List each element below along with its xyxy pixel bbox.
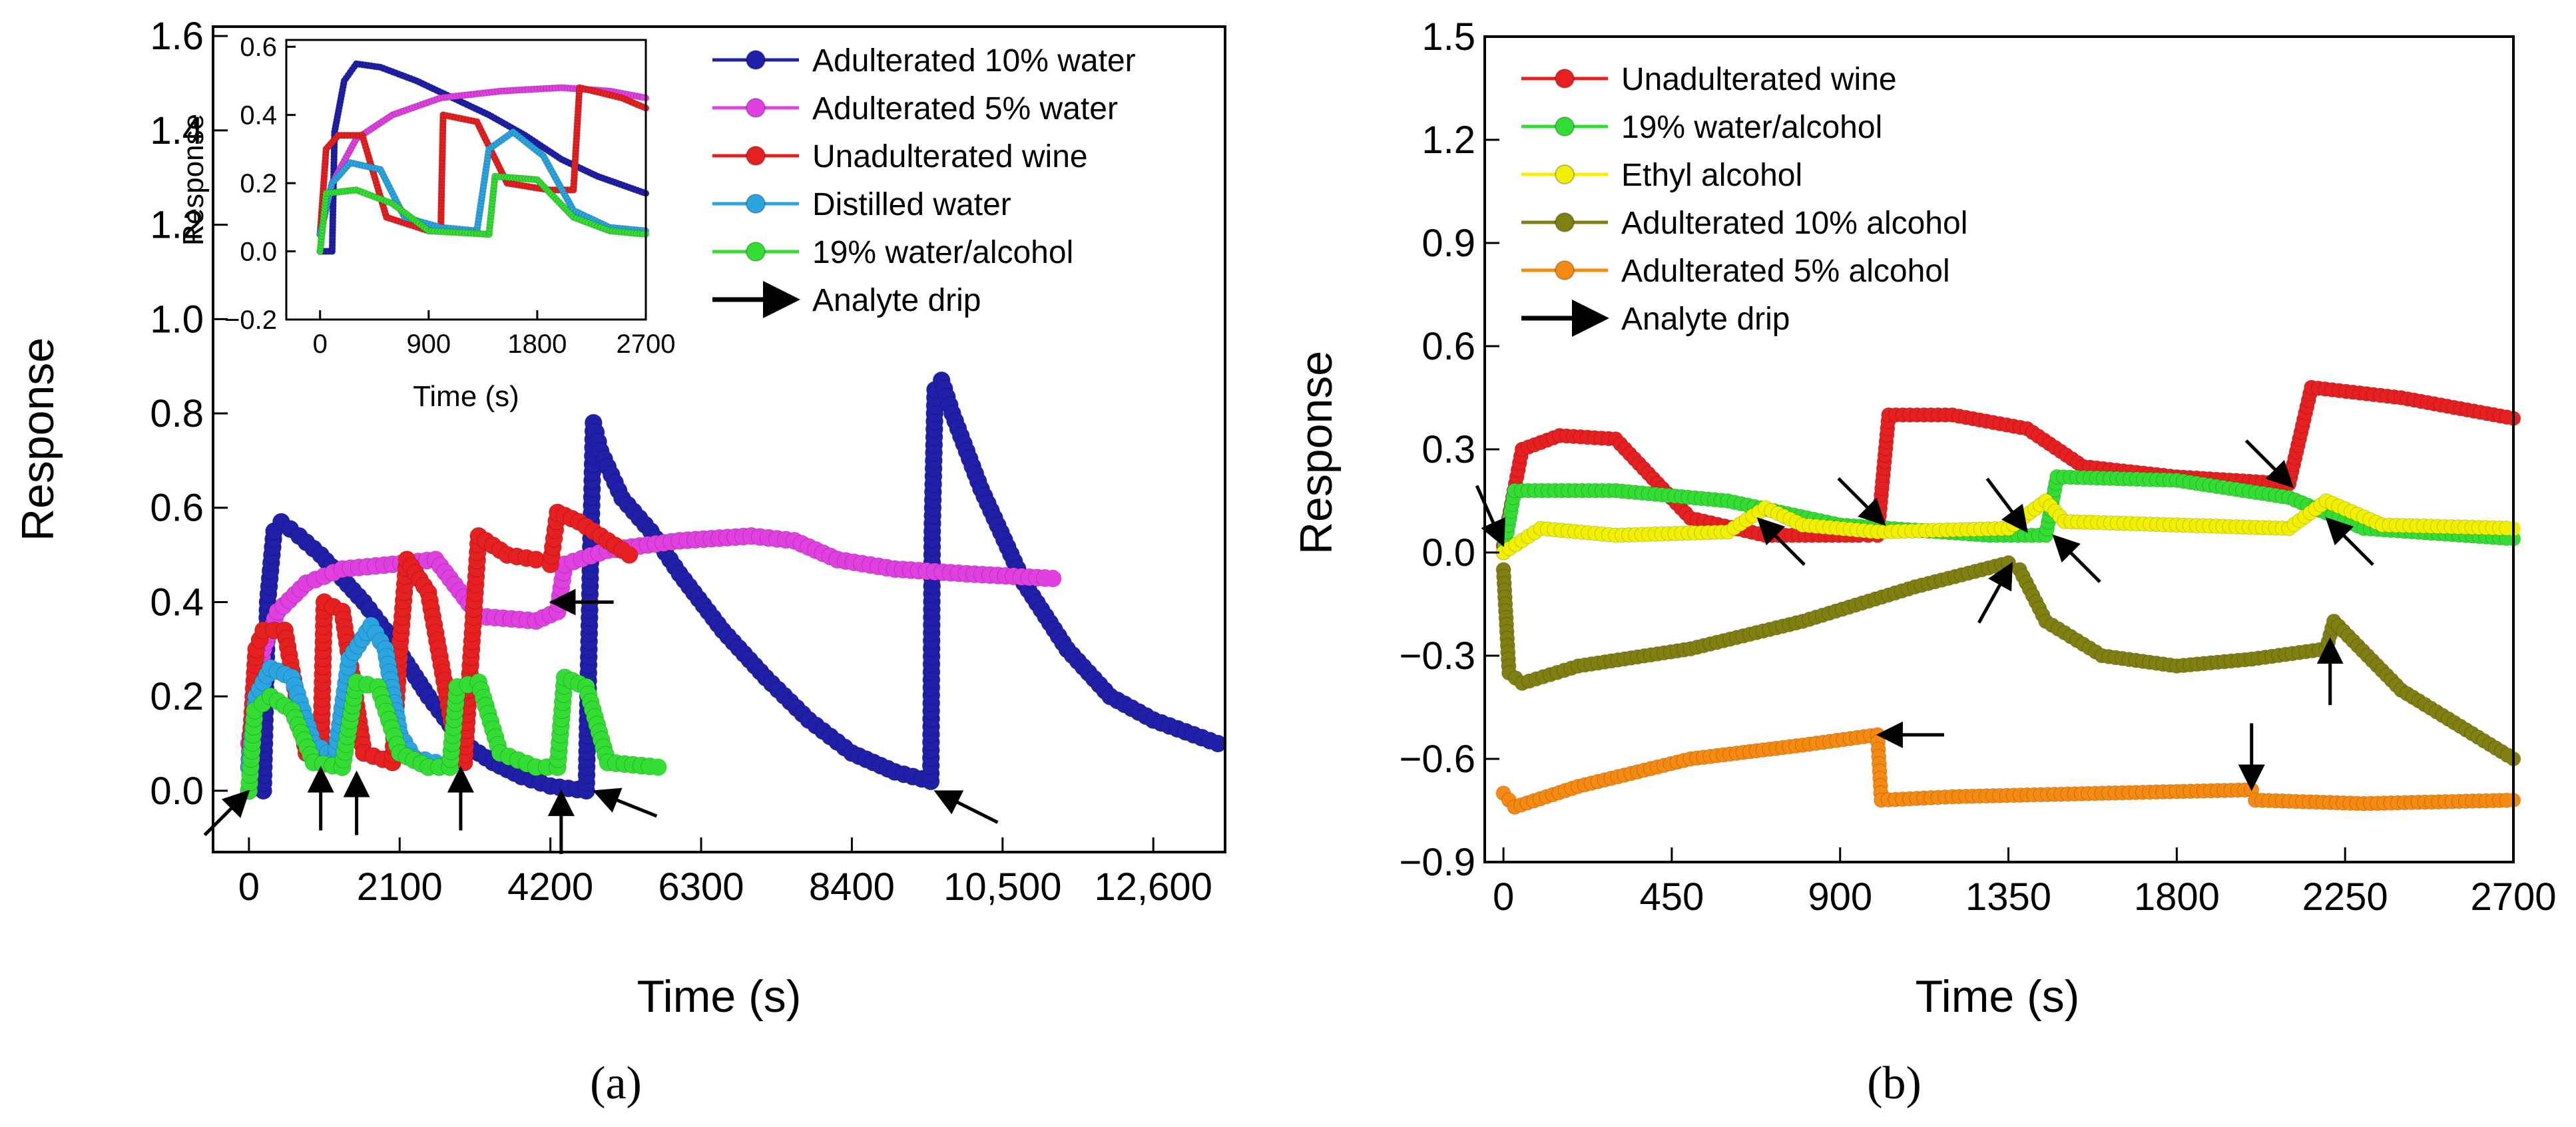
inset-y-tick-label: 0.0 <box>240 238 277 267</box>
chart-a-legend-label: Adulterated 5% water <box>812 91 1118 126</box>
chart-a-y-tick-label: 0.0 <box>150 770 204 813</box>
chart-b: 0 450 900 1350 1800 2250 2700 −0.9 −0.6 −0.3 0.0 0… <box>1291 15 2557 1022</box>
chart-a-series-4-point <box>649 758 667 776</box>
chart-b-legend-label: Ethyl alcohol <box>1621 158 1802 193</box>
chart-a-legend-label: Adulterated 10% water <box>812 43 1136 79</box>
inset-y-axis-label: Response <box>177 114 210 246</box>
chart-a-x-axis-label: Time (s) <box>637 971 802 1022</box>
chart-a-drip-arrow <box>593 788 658 818</box>
chart-a-inset: 0 900 1800 2700 −0.2 0.0 0.2 0.4 0.6 Time (s) R… <box>177 33 675 413</box>
chart-b-x-tick-label: 900 <box>1808 875 1872 919</box>
chart-a-y-tick-label: 1.0 <box>150 298 204 341</box>
chart-a-x-tick-label: 8400 <box>809 865 895 909</box>
chart-b-legend-swatch-marker <box>1555 260 1575 280</box>
chart-a-frame <box>212 25 1226 853</box>
chart-b-y-tick-label: 0.3 <box>1421 428 1475 471</box>
chart-a-y-tick-label: 0.2 <box>150 675 204 718</box>
inset-y-tick-label: 0.2 <box>240 169 277 198</box>
chart-a-legend-swatch-marker <box>746 242 766 262</box>
chart-b-drip-arrow <box>1985 477 2028 533</box>
chart-b-legend-swatch-marker <box>1555 212 1575 232</box>
chart-a-drip-arrow <box>933 790 999 824</box>
chart-a-y-tick-label: 1.2 <box>150 204 204 247</box>
chart-a-legend-label: Unadulterated wine <box>812 139 1088 174</box>
panel-a-label: (a) <box>590 1058 642 1109</box>
chart-a-x-tick-label: 4200 <box>507 865 593 909</box>
chart-b-y-tick-label: 0.0 <box>1421 531 1475 574</box>
chart-a-y-tick-label: 0.8 <box>150 392 204 435</box>
chart-b-y-tick-label: −0.3 <box>1400 634 1476 678</box>
chart-b-y-tick-label: −0.6 <box>1400 738 1476 781</box>
chart-a-drip-arrow <box>203 789 250 837</box>
chart-b-legend-label: Adulterated 5% alcohol <box>1621 254 1950 289</box>
chart-b-x-tick-label: 450 <box>1640 875 1704 919</box>
chart-b-legend-label: Unadulterated wine <box>1621 62 1897 97</box>
chart-b-y-tick-label: 1.5 <box>1421 15 1475 59</box>
inset-y-tick-label: 0.6 <box>240 33 277 62</box>
chart-b-legend-label: 19% water/alcohol <box>1621 110 1882 145</box>
inset-x-tick-label: 1800 <box>507 330 567 359</box>
panel-b-label: (b) <box>1867 1058 1922 1109</box>
chart-b-drip-arrow <box>1475 485 1505 547</box>
inset-x-tick-label: 2700 <box>617 330 676 359</box>
chart-b-y-tick-label: −0.9 <box>1400 841 1476 884</box>
chart-b-legend: Unadulterated wine 19% water/alcohol Ethyl… <box>1521 62 1967 337</box>
inset-y-tick-label: 0.4 <box>240 101 277 130</box>
chart-b-x-axis-label: Time (s) <box>1916 971 2080 1022</box>
chart-a-x-tick-label: 10,500 <box>943 865 1061 909</box>
chart-b-y-axis-label: Response <box>1291 351 1342 555</box>
chart-a-y-tick-label: 1.4 <box>150 109 204 152</box>
chart-a-legend: Adulterated 10% water Adulterated 5% wate… <box>712 43 1136 318</box>
chart-a-x-tick-label: 0 <box>238 865 260 909</box>
chart-a-legend-label: Distilled water <box>812 187 1011 222</box>
chart-a-legend-label: 19% water/alcohol <box>812 235 1073 270</box>
chart-a-x-tick-label: 6300 <box>658 865 744 909</box>
chart-a-x-tick-label: 2100 <box>357 865 443 909</box>
chart-a-legend-swatch-marker <box>746 50 766 70</box>
inset-y-tick-label: −0.2 <box>224 306 277 335</box>
chart-a-x-tick-label: 12,600 <box>1094 865 1212 909</box>
chart-b-x-tick-label: 1800 <box>2134 875 2220 919</box>
chart-a-y-axis-label: Response <box>13 338 63 541</box>
chart-a-y-tick-label: 1.6 <box>150 15 204 58</box>
chart-a-legend-arrow-label: Analyte drip <box>812 283 981 318</box>
chart-b-y-tick-label: 1.2 <box>1421 118 1475 162</box>
chart-a-legend-swatch-marker <box>746 146 766 166</box>
chart-b-legend-swatch-marker <box>1555 116 1575 136</box>
chart-b-legend-swatch-marker <box>1555 69 1575 89</box>
chart-a: 0 2100 4200 6300 8400 10,500 12,600 0.00.20.40… <box>13 15 1227 1022</box>
chart-b-x-tick-label: 2250 <box>2302 875 2388 919</box>
inset-x-tick-label: 900 <box>406 330 451 359</box>
chart-a-y-tick-label: 0.4 <box>150 580 204 624</box>
chart-b-legend-label: Adulterated 10% alcohol <box>1621 206 1967 241</box>
chart-b-legend-arrow-label: Analyte drip <box>1621 302 1790 337</box>
chart-a-legend-swatch-marker <box>746 98 766 118</box>
chart-a-y-tick-label: 0.6 <box>150 487 204 530</box>
chart-b-x-tick-label: 0 <box>1493 875 1514 919</box>
chart-b-x-tick-label: 1350 <box>1965 875 2051 919</box>
chart-a-series-1-point <box>1044 570 1062 588</box>
chart-b-y-tick-label: 0.9 <box>1421 222 1475 265</box>
chart-b-y-tick-label: 0.6 <box>1421 325 1475 368</box>
chart-b-legend-swatch-marker <box>1555 164 1575 184</box>
chart-a-legend-swatch-marker <box>746 194 766 214</box>
chart-b-x-tick-label: 2700 <box>2470 875 2556 919</box>
inset-x-axis-label: Time (s) <box>413 380 519 413</box>
chart-b-drip-arrow <box>2052 534 2101 583</box>
chart-a-series-2-point <box>621 546 639 564</box>
chart-a-series-0-point <box>1209 735 1227 753</box>
inset-x-tick-label: 0 <box>313 330 328 359</box>
